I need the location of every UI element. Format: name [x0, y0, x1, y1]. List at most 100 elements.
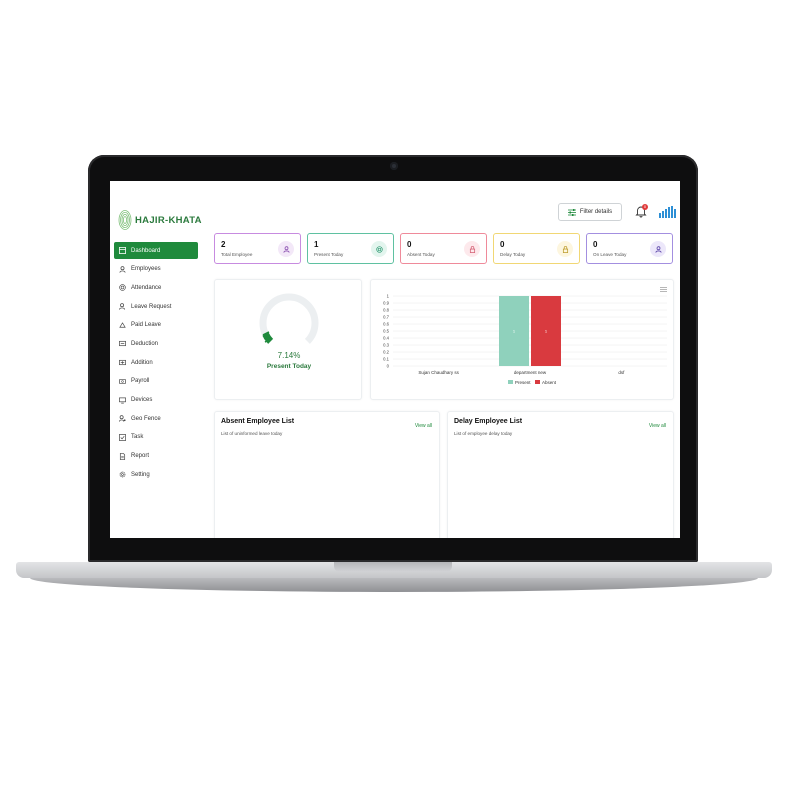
fingerprint-icon [375, 245, 383, 253]
sidebar-item-report[interactable]: Report [114, 448, 198, 465]
laptop-notch [334, 562, 452, 572]
stat-card-delay-today[interactable]: 0 Delay Today [493, 233, 580, 264]
sidebar-menu: Dashboard Employees Attendance Leave Req… [114, 242, 198, 485]
attendance-bar-chart: 0 0.1 0.2 0.3 0.4 0.5 0.6 0.7 0.8 0.9 1 Sujan Chaud… [383, 294, 667, 385]
app-logo[interactable]: HAJIR-KHATA [118, 209, 202, 231]
sidebar-item-label: Attendance [131, 284, 162, 291]
stat-label: Absent Today [407, 252, 435, 257]
bar-data-label: 1 [545, 329, 548, 334]
sidebar-item-label: Addition [131, 359, 153, 366]
legend-label: Present [515, 380, 531, 385]
y-tick-label: 0.6 [383, 322, 389, 327]
sidebar-item-dashboard[interactable]: Dashboard [114, 242, 198, 259]
signal-bar [671, 206, 673, 218]
device-icon [119, 397, 126, 403]
legend-swatch [508, 380, 513, 384]
sidebar-item-label: Leave Request [131, 303, 172, 310]
y-tick-label: 0.4 [383, 336, 389, 341]
bar-present [499, 296, 529, 366]
user-leave-icon [119, 303, 126, 310]
filter-details-label: Filter details [579, 209, 613, 215]
sidebar-item-paid-leave[interactable]: Paid Leave [114, 317, 198, 334]
absent-list-title: Absent Employee List [221, 418, 295, 425]
signal-strength-icon[interactable] [659, 206, 676, 218]
filter-details-button[interactable]: Filter details [558, 203, 622, 221]
absent-view-all-link[interactable]: View all [414, 423, 432, 429]
payroll-icon [119, 378, 126, 384]
present-gauge [259, 293, 319, 344]
user-icon [654, 245, 662, 253]
x-tick-label: Sujan Chaudhary ss [418, 370, 459, 375]
sidebar-item-label: Geo Fence [131, 415, 161, 422]
stat-value: 1 [314, 240, 319, 249]
webcam [390, 162, 398, 170]
sidebar-item-deduction[interactable]: Deduction [114, 335, 198, 352]
sidebar-item-label: Setting [131, 471, 150, 478]
lock-icon [469, 245, 475, 253]
sidebar-item-leave-request[interactable]: Leave Request [114, 298, 198, 315]
app-screen: HAJIR-KHATA Dashboard Employees Attendan… [110, 181, 680, 538]
absent-employee-panel: Absent Employee List List of uninformed … [214, 411, 440, 538]
sidebar-item-devices[interactable]: Devices [114, 392, 198, 409]
sidebar-item-geo-fence[interactable]: Geo Fence [114, 410, 198, 427]
stat-icon-badge [557, 241, 573, 257]
x-tick-label: department new [514, 370, 547, 375]
sidebar: HAJIR-KHATA Dashboard Employees Attendan… [110, 181, 206, 538]
chart-menu-icon[interactable] [660, 287, 667, 292]
y-tick-label: 0.7 [383, 315, 389, 320]
sidebar-item-label: Devices [131, 397, 153, 403]
sidebar-item-setting[interactable]: Setting [114, 466, 198, 483]
y-tick-label: 0.9 [383, 301, 389, 306]
screen-bezel-bottom [110, 538, 676, 556]
stat-icon-badge [464, 241, 480, 257]
user-icon [119, 265, 126, 273]
sidebar-item-payroll[interactable]: Payroll [114, 373, 198, 390]
y-tick-label: 0.5 [383, 329, 389, 334]
delay-list-subtitle: List of employee delay today [454, 431, 513, 436]
gauge-tick-icon [262, 331, 272, 343]
stat-card-absent-today[interactable]: 0 Absent Today [400, 233, 487, 264]
absent-list-subtitle: List of uninformed leave today [221, 431, 283, 436]
sidebar-item-label: Report [131, 453, 150, 460]
sidebar-item-attendance[interactable]: Attendance [114, 279, 198, 296]
y-tick-label: 0.1 [383, 357, 389, 362]
signal-bar [659, 213, 661, 218]
y-tick-label: 0.2 [383, 350, 389, 355]
report-icon [119, 452, 126, 460]
geo-fence-icon [119, 415, 126, 422]
sidebar-item-addition[interactable]: Addition [114, 354, 198, 371]
app-name: HAJIR-KHATA [135, 214, 202, 226]
stat-label: On Leave Today [593, 252, 627, 257]
user-icon [282, 245, 290, 253]
delay-view-all-link[interactable]: View all [648, 423, 666, 429]
stat-value: 0 [500, 240, 505, 249]
paid-leave-icon [119, 321, 126, 328]
stat-card-total-employee[interactable]: 2 Total Employee [214, 233, 301, 264]
sidebar-item-employees[interactable]: Employees [114, 261, 198, 278]
stat-label: Present Today [314, 252, 344, 257]
sidebar-item-label: Task [131, 434, 144, 441]
sidebar-item-label: Paid Leave [131, 322, 162, 329]
sliders-icon [567, 208, 576, 216]
fingerprint-logo-icon [118, 210, 132, 230]
legend-swatch [535, 380, 540, 384]
delay-employee-panel: Delay Employee List List of employee del… [447, 411, 674, 538]
present-percent: 7.14% [277, 351, 301, 360]
signal-bar [662, 211, 664, 218]
stat-card-on-leave-today[interactable]: 0 On Leave Today [586, 233, 673, 264]
sidebar-item-task[interactable]: Task [114, 429, 198, 446]
dashboard-icon [119, 247, 126, 254]
sidebar-item-label: Employees [131, 266, 161, 273]
addition-icon [119, 360, 126, 366]
sidebar-item-label: Deduction [131, 340, 159, 347]
fingerprint-icon [119, 284, 126, 292]
y-tick-label: 1 [387, 294, 390, 299]
task-icon [119, 433, 126, 441]
deduction-icon [119, 341, 126, 347]
y-tick-label: 0.3 [383, 343, 389, 348]
stat-card-present-today[interactable]: 1 Present Today [307, 233, 394, 264]
laptop-base-shadow [30, 578, 758, 592]
present-gauge-label: Present Today [266, 363, 312, 370]
signal-bar [665, 209, 667, 218]
signal-bar [674, 209, 676, 218]
